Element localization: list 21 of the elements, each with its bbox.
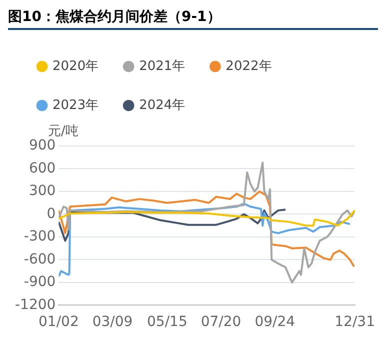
y-tick-label: -900 <box>24 274 56 290</box>
y-axis-title: 元/吨 <box>48 124 78 139</box>
y-tick-label: 300 <box>28 183 56 200</box>
x-tick-label: 01/02 <box>38 314 79 330</box>
x-tick-label: 05/15 <box>147 314 188 330</box>
y-tick-label: -1200 <box>14 296 56 313</box>
y-tick-label: 0 <box>46 206 56 222</box>
y-tick-label: 600 <box>28 160 56 176</box>
chart-title: 图10：焦煤合约月间价差（9-1） <box>8 8 378 30</box>
x-tick-label: 03/09 <box>92 314 133 330</box>
x-tick-label: 07/20 <box>200 314 242 330</box>
legend-label: 2020年 <box>52 58 99 74</box>
y-tick-label: -600 <box>24 251 56 268</box>
legend-label: 2024年 <box>139 98 186 113</box>
y-tick-label: -300 <box>24 228 56 245</box>
y-tick-label: 900 <box>28 138 56 154</box>
x-tick-label: 09/24 <box>254 314 296 330</box>
legend-label: 2023年 <box>52 98 99 113</box>
x-tick-label: 12/31 <box>334 314 376 330</box>
legend-label: 2021年 <box>139 58 186 74</box>
legend-label: 2022年 <box>226 58 272 74</box>
